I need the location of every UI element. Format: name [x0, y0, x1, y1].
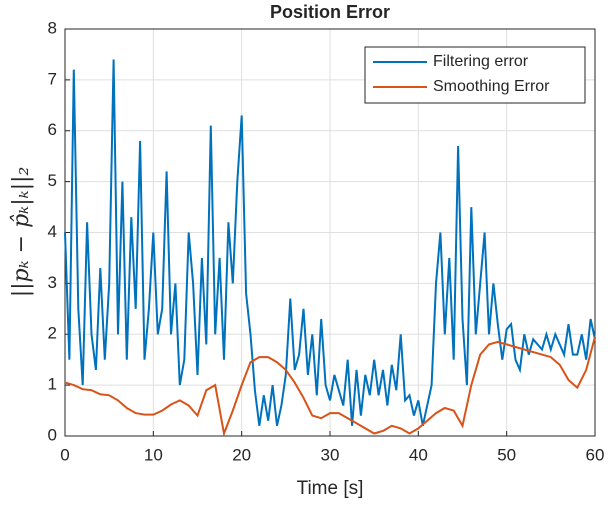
chart-title: Position Error: [270, 2, 390, 22]
y-tick-label: 5: [48, 171, 57, 190]
x-tick-label: 0: [60, 445, 69, 464]
y-axis-label: ||pₖ − p̂ₖ|ₖ||₂: [9, 167, 34, 298]
x-tick-label: 60: [586, 445, 605, 464]
y-tick-label: 1: [48, 375, 57, 394]
legend-box: [364, 46, 586, 104]
x-tick-label: 50: [497, 445, 516, 464]
y-tick-label: 6: [48, 120, 57, 139]
data-line: [64, 336, 596, 438]
y-tick-label: 3: [48, 273, 57, 292]
x-tick-label: 40: [409, 445, 428, 464]
legend-label: Filtering error: [433, 53, 529, 70]
data-line: [64, 59, 596, 427]
y-tick-label: 4: [48, 222, 57, 241]
legend-label: Smoothing Error: [433, 78, 550, 95]
y-tick-label: 7: [48, 69, 57, 88]
y-tick-label: 8: [48, 18, 57, 37]
x-axis-label: Time [s]: [297, 478, 364, 499]
x-tick-label: 30: [321, 445, 340, 464]
y-tick-label: 2: [48, 324, 57, 343]
x-tick-label: 20: [232, 445, 251, 464]
y-tick-label: 0: [48, 425, 57, 444]
x-tick-label: 10: [144, 445, 163, 464]
